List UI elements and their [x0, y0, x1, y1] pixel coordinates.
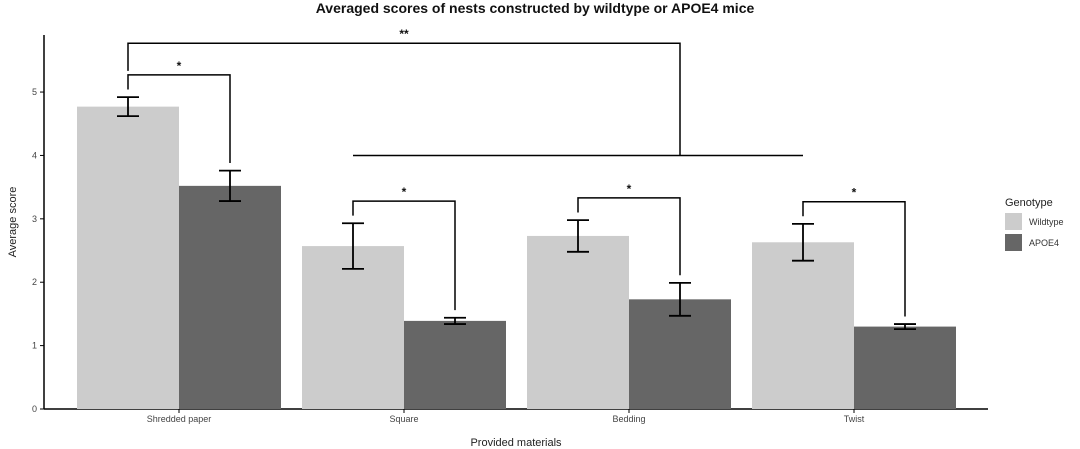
x-tick-label-shredded-paper: Shredded paper: [147, 414, 212, 424]
x-axis-label: Provided materials: [470, 437, 562, 449]
error-bar-square-wildtype: [342, 222, 364, 270]
significance-brackets: ** * ***: [127, 27, 906, 317]
significance-label-twist: *: [852, 186, 857, 200]
bar-twist-apoe4: [854, 326, 956, 409]
legend-title: Genotype: [1005, 197, 1053, 209]
error-bar-bedding-apoe4: [669, 281, 691, 317]
significance-bracket-shredded-paper: [127, 74, 231, 164]
bars: [77, 106, 956, 410]
y-tick-label: 1: [32, 341, 37, 351]
bar-square-apoe4: [404, 320, 506, 409]
error-bar-shredded-paper-wildtype: [117, 96, 139, 118]
bar-square-wildtype: [302, 246, 404, 409]
bar-bedding-wildtype: [527, 235, 629, 409]
legend-swatch-wildtype: [1005, 213, 1022, 230]
error-bar-twist-wildtype: [792, 223, 814, 262]
error-bars: [117, 96, 916, 331]
x-tick-label-bedding: Bedding: [612, 414, 645, 424]
significance-label-square: *: [402, 185, 407, 199]
error-bar-shredded-paper-apoe4: [219, 169, 241, 202]
legend-label-wildtype: Wildtype: [1029, 217, 1064, 227]
bar-bedding-apoe4: [629, 299, 731, 409]
y-tick-label: 3: [32, 214, 37, 224]
significance-label-shredded-paper: *: [177, 59, 182, 73]
y-tick-labels: 0 1 2 3 4 5: [32, 87, 44, 414]
x-tick-label-twist: Twist: [844, 414, 865, 424]
significance-label-bedding: *: [627, 182, 632, 196]
error-bar-twist-apoe4: [894, 323, 916, 331]
significance-bracket-overall: [127, 42, 681, 156]
x-tick-labels: Shredded paper Square Bedding Twist: [147, 409, 865, 424]
bar-shredded-paper-apoe4: [179, 185, 281, 409]
y-axis-label: Average score: [7, 187, 19, 258]
error-bar-bedding-wildtype: [567, 219, 589, 253]
y-tick-label: 5: [32, 87, 37, 97]
bar-shredded-paper-wildtype: [77, 106, 179, 410]
bar-twist-wildtype: [752, 242, 854, 409]
legend: Genotype Wildtype APOE4: [1005, 197, 1064, 251]
significance-bracket-square: [352, 200, 456, 311]
significance-label-overall: **: [399, 27, 409, 41]
chart-title: Averaged scores of nests constructed by …: [316, 0, 755, 16]
significance-bracket-bedding: [577, 197, 681, 276]
y-tick-label: 4: [32, 150, 37, 160]
y-tick-label: 2: [32, 277, 37, 287]
legend-label-apoe4: APOE4: [1029, 238, 1059, 248]
legend-swatch-apoe4: [1005, 234, 1022, 251]
x-tick-label-square: Square: [389, 414, 418, 424]
y-tick-label: 0: [32, 404, 37, 414]
significance-bracket-twist: [802, 200, 906, 317]
error-bar-square-apoe4: [444, 316, 466, 325]
